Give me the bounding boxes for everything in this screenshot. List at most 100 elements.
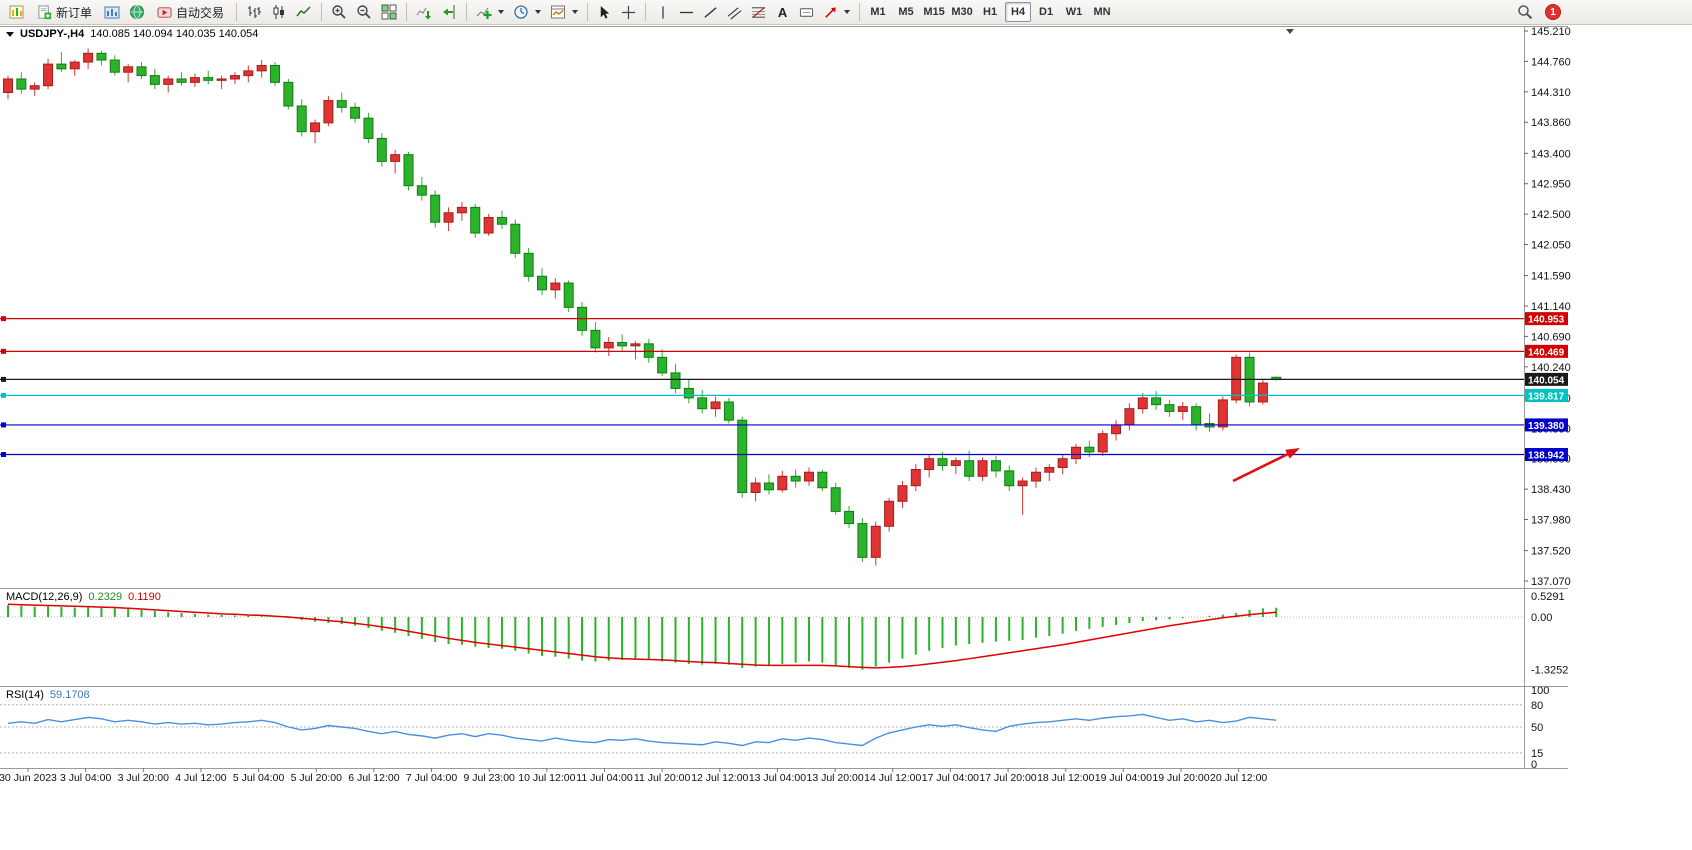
chart-shift-marker[interactable]: [1286, 29, 1294, 34]
new-chart-button[interactable]: [5, 2, 29, 23]
crosshair-icon: [621, 5, 636, 19]
candle-body: [1017, 480, 1028, 487]
auto-scroll-button[interactable]: [412, 2, 436, 23]
candle-body: [1177, 406, 1188, 412]
toolbar-right-group: 1: [1513, 2, 1687, 23]
price-badge-label: 138.942: [1528, 451, 1565, 462]
zoom-in-icon: [332, 5, 346, 19]
candle-body: [83, 52, 94, 63]
timeframe-button-D1[interactable]: D1: [1039, 6, 1054, 18]
annotation-arrow-head[interactable]: [1285, 448, 1300, 459]
time-tick-label: 4 Jul 12:00: [175, 772, 227, 784]
chart-shift-button[interactable]: [437, 2, 461, 23]
one-click-trading-toggle-icon[interactable]: [6, 31, 14, 37]
line-handle[interactable]: [1, 348, 6, 354]
time-tick-label: 20 Jul 12:00: [1210, 772, 1267, 784]
rsi-value: 59.1708: [49, 689, 90, 701]
line-handle[interactable]: [1, 316, 6, 322]
price-badge: [1525, 388, 1568, 402]
cursor-button[interactable]: [593, 2, 616, 23]
chevron-down-icon: [572, 10, 579, 14]
timeframe-button-M15[interactable]: M15: [923, 6, 945, 18]
timeframe-button-M5[interactable]: M5: [898, 6, 914, 18]
candle-body: [256, 64, 267, 72]
timeframe-button-W1[interactable]: W1: [1065, 6, 1083, 18]
arrow-object-icon: [825, 6, 836, 18]
indicators-button[interactable]: [472, 2, 508, 23]
candle-body: [804, 471, 814, 482]
text-tool-button[interactable]: A: [771, 2, 794, 23]
price-tick-label: 140.690: [1531, 331, 1571, 343]
candle-body: [830, 487, 841, 512]
candle-body: [1231, 356, 1242, 401]
vertical-line-tool-button[interactable]: [651, 2, 674, 23]
candle-body: [817, 471, 828, 489]
time-tick-label: 13 Jul 04:00: [749, 772, 806, 784]
arrows-tool-button[interactable]: [819, 2, 854, 23]
price-tick-label: 137.070: [1531, 576, 1571, 588]
macd-axis-label: 0.00: [1531, 612, 1552, 624]
time-tick-label: 5 Jul 20:00: [291, 772, 343, 784]
search-button[interactable]: [1513, 2, 1537, 23]
line-handle[interactable]: [1, 392, 6, 398]
chevron-down-icon: [535, 10, 542, 14]
auto-trading-button[interactable]: 自动交易: [150, 2, 231, 23]
timeframe-button-M30[interactable]: M30: [951, 6, 973, 18]
trendline-tool-button[interactable]: [699, 2, 722, 23]
price-badge: [1525, 418, 1568, 432]
candle-body: [189, 77, 200, 83]
fibonacci-icon: [751, 6, 766, 18]
candle-body: [563, 282, 574, 308]
timeframe-button-H4[interactable]: H4: [1005, 2, 1032, 22]
clock-icon: [514, 5, 528, 19]
horizontal-line-tool-button[interactable]: [675, 2, 698, 23]
candle-body: [1137, 397, 1148, 410]
notification-badge[interactable]: 1: [1545, 4, 1561, 20]
profiles-button[interactable]: [100, 2, 124, 23]
candle-body: [1191, 406, 1202, 426]
candlestick-mode-button[interactable]: [267, 2, 291, 23]
timeframe-button-M1[interactable]: M1: [870, 6, 886, 18]
line-chart-mode-button[interactable]: [292, 2, 316, 23]
channel-tool-button[interactable]: [723, 2, 746, 23]
crosshair-button[interactable]: [617, 2, 640, 23]
candle-body: [1044, 466, 1055, 473]
zoom-out-button[interactable]: [352, 2, 376, 23]
candle-body: [630, 343, 641, 347]
templates-button[interactable]: [546, 2, 582, 23]
candle-body: [1164, 404, 1175, 412]
candle-body: [1257, 382, 1268, 403]
line-handle[interactable]: [1, 376, 6, 382]
search-icon: [1518, 5, 1533, 20]
periods-button[interactable]: [509, 2, 545, 23]
toolbar-separator: [645, 3, 647, 21]
timeframe-button-H1[interactable]: H1: [983, 6, 998, 18]
zoom-in-button[interactable]: [327, 2, 351, 23]
candle-body: [363, 117, 374, 139]
timeframe-button-MN[interactable]: MN: [1093, 6, 1111, 18]
price-tick-label: 143.860: [1531, 117, 1571, 129]
candle-body: [430, 194, 441, 223]
toolbar-separator: [587, 3, 589, 21]
line-handle[interactable]: [1, 422, 6, 428]
text-label-icon: [799, 7, 814, 17]
candle-body: [683, 387, 694, 399]
label-tool-button[interactable]: [795, 2, 818, 23]
line-handle[interactable]: [1, 452, 6, 458]
bar-chart-mode-button[interactable]: [242, 2, 266, 23]
fibonacci-tool-button[interactable]: [747, 2, 770, 23]
rsi-axis-label: 80: [1531, 700, 1543, 712]
tile-windows-button[interactable]: [377, 2, 401, 23]
candle-body: [56, 63, 67, 70]
price-tick-label: 142.500: [1531, 209, 1571, 221]
annotation-arrow-line[interactable]: [1232, 451, 1292, 483]
new-order-button[interactable]: 新订单: [30, 2, 99, 23]
candle-body: [1057, 458, 1068, 468]
new-order-icon: [38, 4, 52, 19]
candle-body: [844, 510, 855, 525]
price-badge-label: 140.054: [1528, 375, 1565, 386]
candle-body: [310, 122, 321, 133]
community-button[interactable]: [125, 2, 149, 23]
